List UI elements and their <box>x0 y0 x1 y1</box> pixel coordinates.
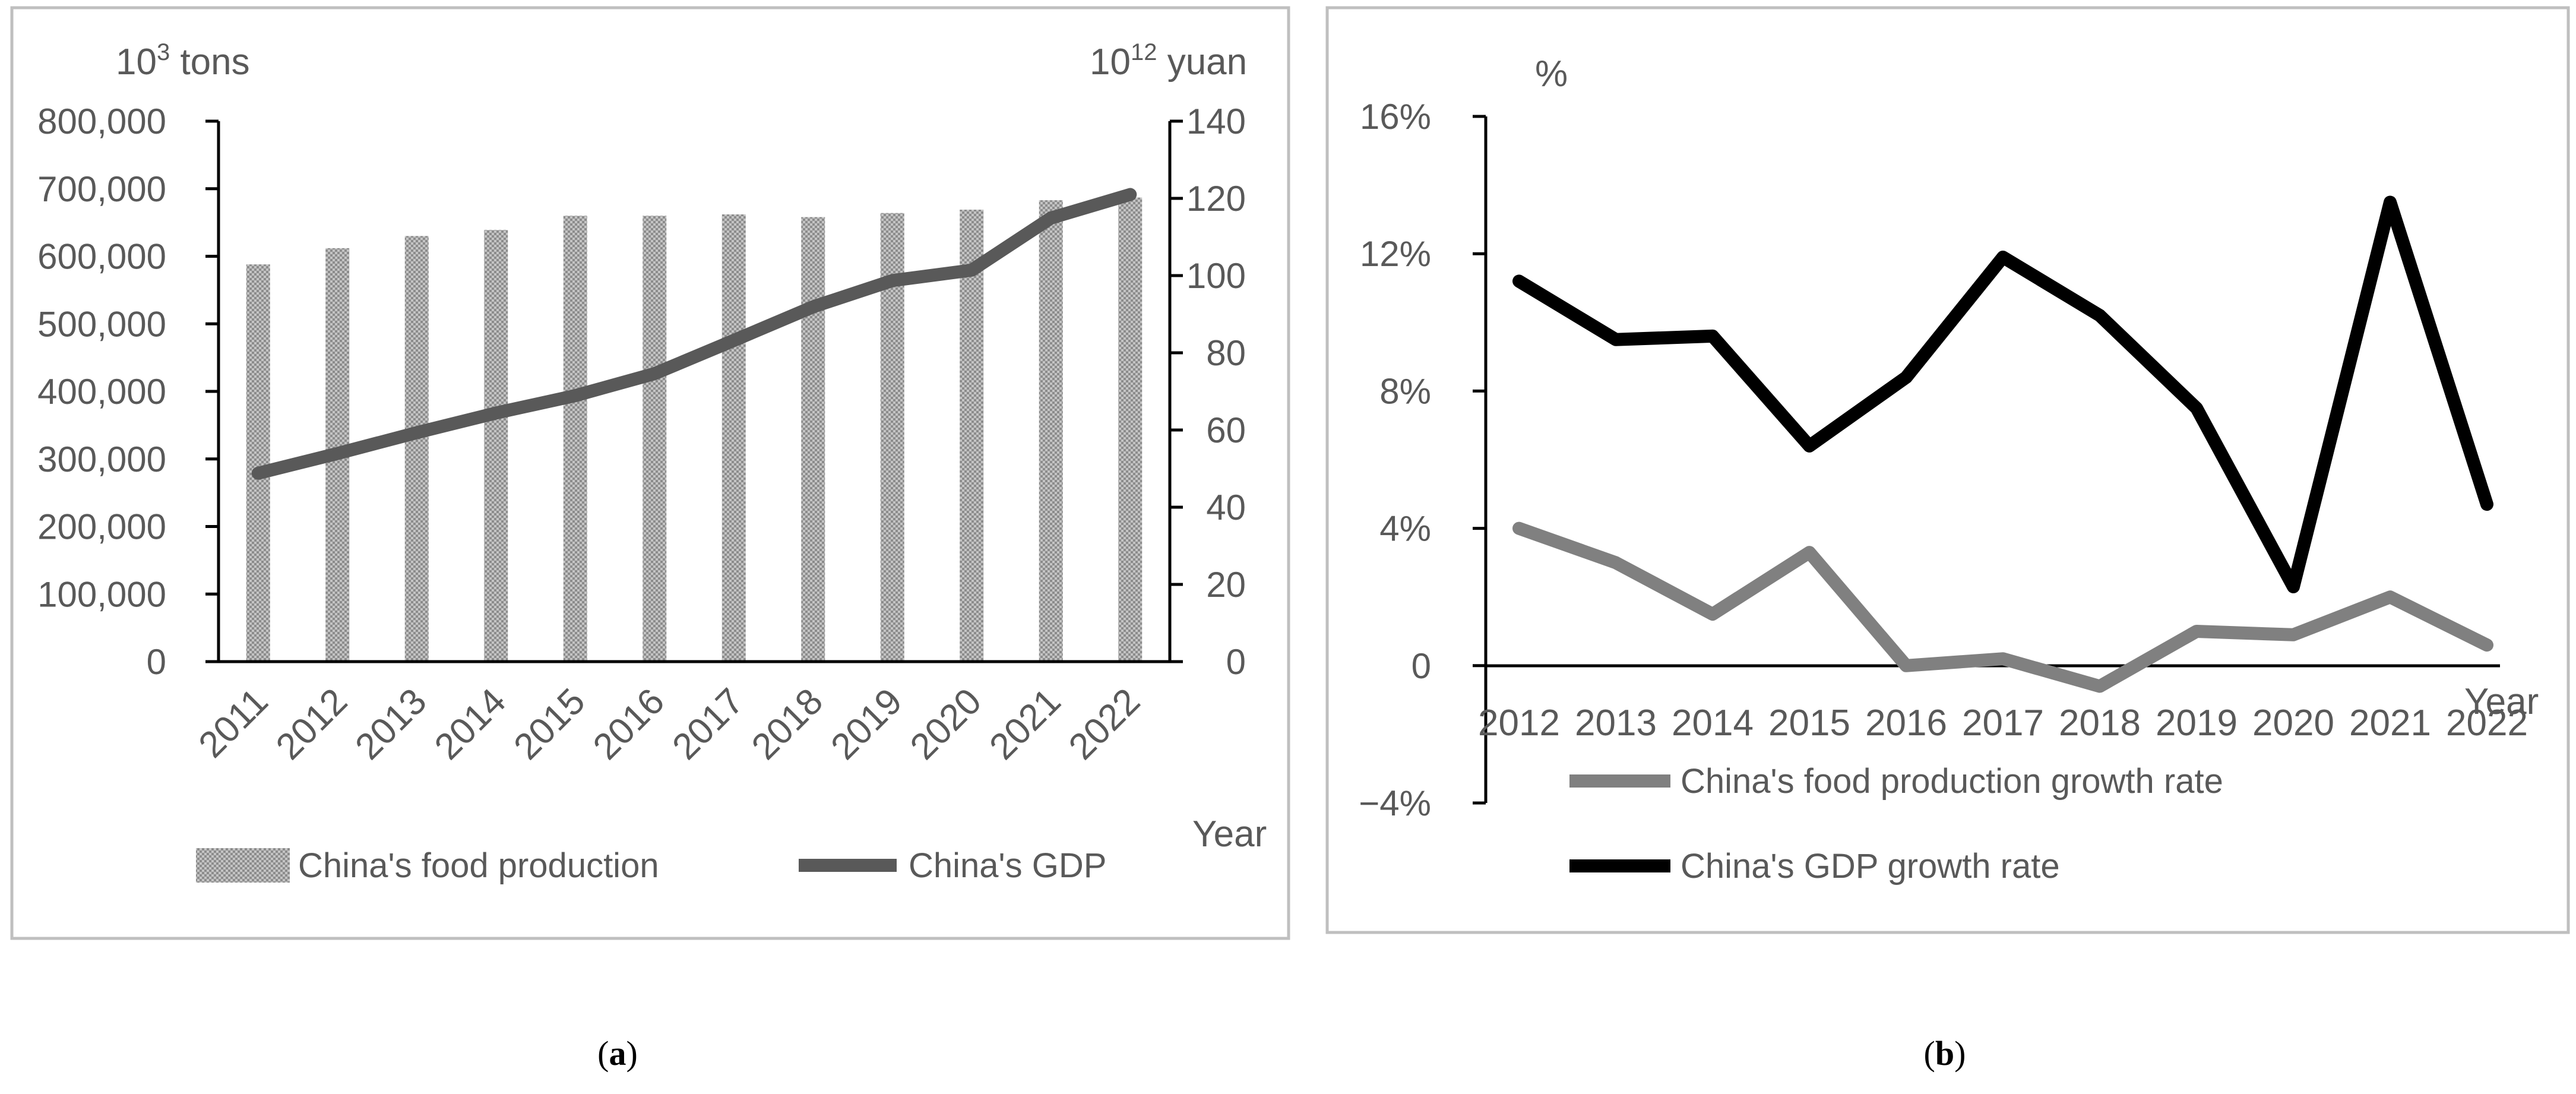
legend-b: China's food production growth rate Chin… <box>1569 762 2223 886</box>
left-axis-unit: 103 tons <box>116 39 250 83</box>
bar-2015 <box>563 216 587 662</box>
right-tick-label: 40 <box>1206 488 1246 527</box>
x-label-2013: 2013 <box>347 681 434 767</box>
x-label-2015: 2015 <box>506 681 593 767</box>
b-x-label-2021: 2021 <box>2349 703 2431 744</box>
gdp-growth-line <box>1512 195 2493 593</box>
x-label-2017: 2017 <box>664 681 751 767</box>
legend-food-label: China's food production <box>298 846 659 885</box>
left-tick-label: 200,000 <box>37 507 166 547</box>
x-axis-tick-labels-a: 2011201220132014201520162017201820192020… <box>191 681 1148 767</box>
bar-2011 <box>246 264 270 662</box>
legend-a: China's food production China's GDP <box>196 846 1106 885</box>
b-x-label-2018: 2018 <box>2059 703 2141 744</box>
gdp-line <box>251 188 1137 480</box>
left-tick-label: 0 <box>147 642 166 682</box>
b-tick-label: 12% <box>1360 234 1431 274</box>
b-tick-label: 16% <box>1360 97 1431 137</box>
x-label-2012: 2012 <box>268 681 355 767</box>
bar-2020 <box>960 210 984 662</box>
y-axis-title-b: % <box>1535 53 1568 94</box>
food-production-bars <box>246 197 1143 662</box>
food-growth-line <box>1512 521 2493 693</box>
b-x-label-2019: 2019 <box>2156 703 2238 744</box>
chart-b-frame <box>1325 6 2570 934</box>
right-axis-unit: 1012 yuan <box>1090 39 1247 83</box>
left-tick-label: 700,000 <box>37 169 166 209</box>
x-label-2022: 2022 <box>1061 681 1148 767</box>
right-tick-label: 120 <box>1186 179 1246 219</box>
bar-2016 <box>643 216 667 662</box>
x-label-2021: 2021 <box>982 681 1068 767</box>
chart-a-frame <box>10 6 1290 940</box>
left-tick-label: 400,000 <box>37 372 166 412</box>
bar-2014 <box>484 230 508 662</box>
chart-b: % 16%12%8%4%0−4% 2012 2013 2014 2015 2016 201… <box>1325 6 2570 934</box>
left-tick-label: 800,000 <box>37 102 166 141</box>
right-tick-label: 100 <box>1186 256 1246 296</box>
b-x-label-2017: 2017 <box>1962 703 2044 744</box>
b-tick-label: 4% <box>1379 509 1431 549</box>
caption-b: (b) <box>1923 1034 1966 1073</box>
legend-gdp-growth-label: China's GDP growth rate <box>1681 847 2060 886</box>
x-label-2019: 2019 <box>823 681 910 767</box>
left-tick-label: 300,000 <box>37 440 166 479</box>
left-tick-label: 600,000 <box>37 237 166 277</box>
y-axis-ticks-b: 16% 12% 8% 4% 0 −4% <box>1359 97 1486 823</box>
legend-food-growth-label: China's food production growth rate <box>1681 762 2223 801</box>
left-tick-label: 500,000 <box>37 304 166 344</box>
x-axis-title-b: Year <box>2464 681 2539 722</box>
x-label-2014: 2014 <box>427 681 514 767</box>
x-label-2016: 2016 <box>586 681 672 767</box>
b-x-label-2013: 2013 <box>1575 703 1657 744</box>
b-tick-label: 8% <box>1379 371 1431 411</box>
bar-2013 <box>404 236 429 662</box>
b-x-label-2022: 2022 <box>2446 703 2528 744</box>
b-tick-label: −4% <box>1359 783 1431 823</box>
b-x-label-2016: 2016 <box>1865 703 1947 744</box>
right-axis-ticks: 140 120 100 80 60 40 20 0 <box>1170 102 1246 682</box>
bar-2018 <box>801 217 825 662</box>
x-axis-tick-labels-b: 2012 2013 2014 2015 2016 2017 2018 2019 2020 2021… <box>1478 703 2528 744</box>
legend-food-swatch <box>196 848 290 883</box>
right-tick-label: 20 <box>1206 565 1246 605</box>
bar-2021 <box>1039 200 1063 662</box>
right-tick-label: 80 <box>1206 333 1246 373</box>
right-tick-label: 60 <box>1206 410 1246 450</box>
b-tick-label: 0 <box>1412 646 1431 686</box>
legend-gdp-label: China's GDP <box>909 846 1106 885</box>
x-label-2011: 2011 <box>191 681 276 766</box>
bar-2017 <box>721 214 746 662</box>
left-axis-ticks: 800,000 700,000 600,000 500,000 400,000 300,0… <box>37 102 219 682</box>
caption-a: (a) <box>597 1034 638 1073</box>
b-x-label-2014: 2014 <box>1672 703 1754 744</box>
right-tick-label: 140 <box>1186 102 1246 141</box>
x-axis-title-a: Year <box>1192 814 1267 855</box>
x-label-2018: 2018 <box>744 681 831 767</box>
chart-a: 103 tons 1012 yuan 800,000 700,000 600,000… <box>10 6 1290 940</box>
bar-2022 <box>1118 197 1143 662</box>
right-tick-label: 0 <box>1226 642 1246 682</box>
b-x-label-2020: 2020 <box>2252 703 2334 744</box>
b-x-label-2015: 2015 <box>1768 703 1850 744</box>
left-tick-label: 100,000 <box>37 574 166 614</box>
b-x-label-2012: 2012 <box>1478 703 1560 744</box>
x-label-2020: 2020 <box>903 681 989 767</box>
